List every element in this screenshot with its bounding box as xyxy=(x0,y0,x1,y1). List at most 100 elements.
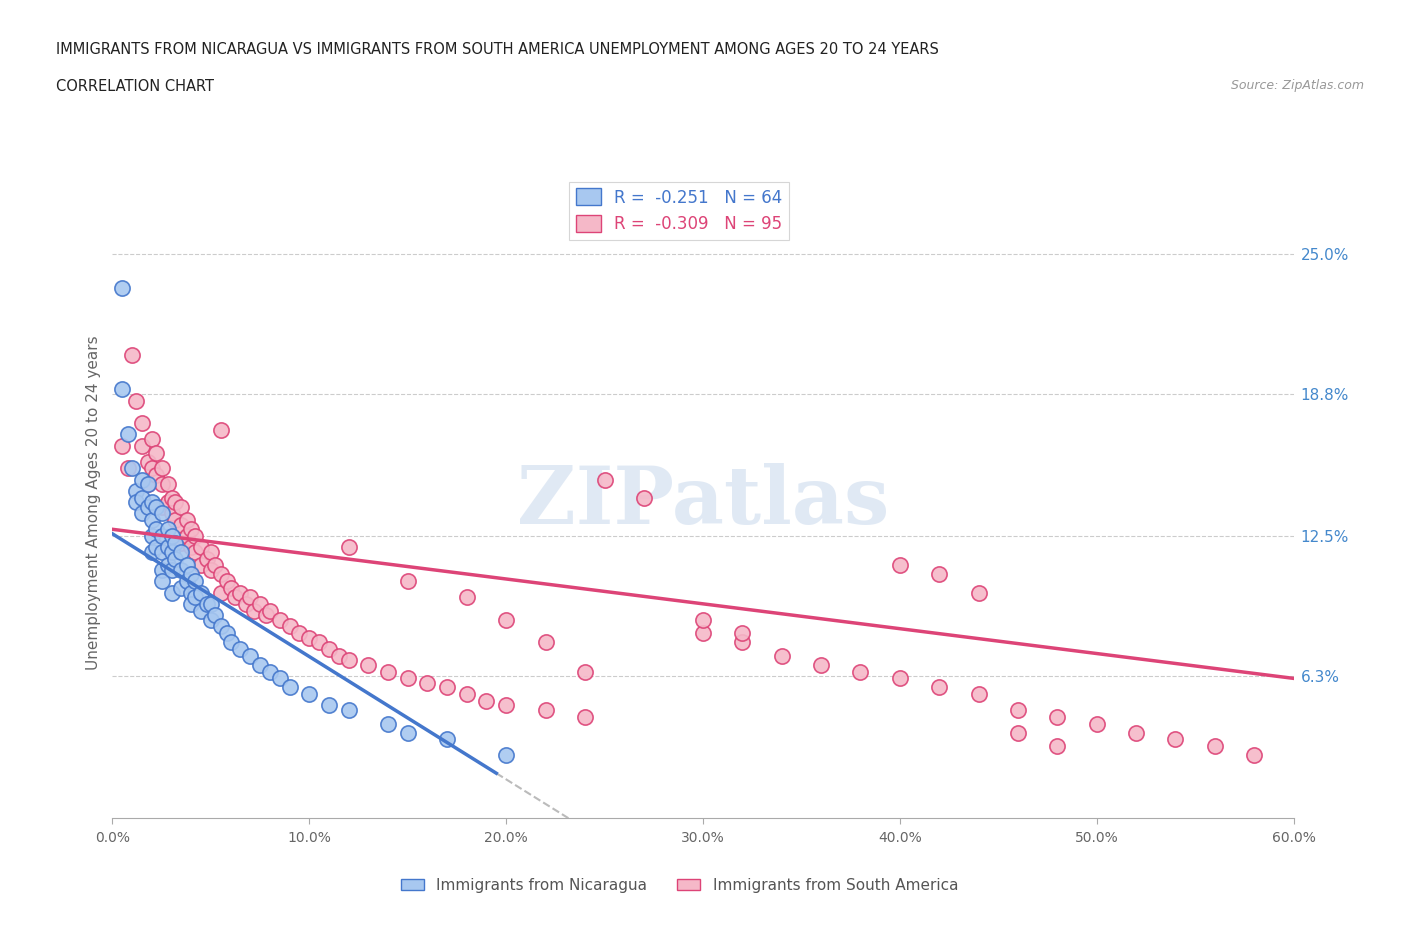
Text: IMMIGRANTS FROM NICARAGUA VS IMMIGRANTS FROM SOUTH AMERICA UNEMPLOYMENT AMONG AG: IMMIGRANTS FROM NICARAGUA VS IMMIGRANTS … xyxy=(56,42,939,57)
Point xyxy=(209,585,232,600)
Point xyxy=(121,348,143,363)
Point xyxy=(204,558,226,573)
Point xyxy=(229,585,252,600)
Point xyxy=(184,590,207,604)
Point xyxy=(495,698,517,713)
Point xyxy=(165,551,187,566)
Point xyxy=(254,607,277,622)
Point xyxy=(150,544,173,559)
Point xyxy=(308,635,330,650)
Text: Source: ZipAtlas.com: Source: ZipAtlas.com xyxy=(1230,79,1364,92)
Point xyxy=(1046,710,1069,724)
Point xyxy=(692,612,714,627)
Point xyxy=(200,596,222,611)
Point xyxy=(160,563,183,578)
Point xyxy=(170,563,193,578)
Point xyxy=(170,544,193,559)
Legend: Immigrants from Nicaragua, Immigrants from South America: Immigrants from Nicaragua, Immigrants fr… xyxy=(395,872,965,899)
Point xyxy=(150,528,173,543)
Point xyxy=(170,536,193,551)
Point xyxy=(239,648,262,663)
Point xyxy=(495,748,517,763)
Point xyxy=(141,544,163,559)
Point xyxy=(180,567,202,582)
Point xyxy=(117,427,139,442)
Point xyxy=(229,642,252,657)
Point xyxy=(1204,738,1226,753)
Point xyxy=(770,648,793,663)
Point xyxy=(574,664,596,679)
Point xyxy=(125,484,148,498)
Point xyxy=(889,558,911,573)
Point xyxy=(396,725,419,740)
Point xyxy=(243,604,266,618)
Point xyxy=(269,671,291,685)
Point xyxy=(436,680,458,695)
Point xyxy=(200,612,222,627)
Point xyxy=(176,574,198,589)
Point xyxy=(269,612,291,627)
Point xyxy=(165,512,187,527)
Point xyxy=(156,540,179,555)
Point xyxy=(160,585,183,600)
Point xyxy=(593,472,616,487)
Text: ZIPatlas: ZIPatlas xyxy=(517,463,889,541)
Point xyxy=(337,653,360,668)
Point xyxy=(200,544,222,559)
Point xyxy=(456,686,478,701)
Point xyxy=(145,499,167,514)
Point xyxy=(190,558,212,573)
Point xyxy=(136,477,159,492)
Point xyxy=(928,680,950,695)
Point xyxy=(145,522,167,537)
Point xyxy=(150,506,173,521)
Point xyxy=(239,590,262,604)
Point xyxy=(176,558,198,573)
Point xyxy=(318,698,340,713)
Point xyxy=(249,658,271,672)
Point xyxy=(731,626,754,641)
Point xyxy=(810,658,832,672)
Point xyxy=(534,702,557,717)
Point xyxy=(145,445,167,460)
Text: CORRELATION CHART: CORRELATION CHART xyxy=(56,79,214,94)
Point xyxy=(377,664,399,679)
Point xyxy=(141,461,163,476)
Point xyxy=(156,522,179,537)
Point xyxy=(436,732,458,747)
Point xyxy=(209,567,232,582)
Point xyxy=(131,506,153,521)
Point xyxy=(176,528,198,543)
Point xyxy=(209,422,232,437)
Point xyxy=(1085,716,1108,731)
Point xyxy=(249,596,271,611)
Point xyxy=(141,512,163,527)
Point xyxy=(141,432,163,446)
Point xyxy=(357,658,380,672)
Point xyxy=(416,675,439,690)
Point xyxy=(298,686,321,701)
Point xyxy=(288,626,311,641)
Point xyxy=(475,694,498,709)
Point xyxy=(136,454,159,469)
Point xyxy=(337,702,360,717)
Point xyxy=(111,280,134,295)
Point xyxy=(1125,725,1147,740)
Point xyxy=(180,522,202,537)
Point xyxy=(156,558,179,573)
Point xyxy=(145,540,167,555)
Point xyxy=(141,495,163,510)
Point xyxy=(967,585,990,600)
Point xyxy=(184,544,207,559)
Point xyxy=(1007,725,1029,740)
Point xyxy=(209,619,232,634)
Point xyxy=(967,686,990,701)
Point xyxy=(195,551,218,566)
Point xyxy=(184,574,207,589)
Point xyxy=(184,528,207,543)
Point xyxy=(131,416,153,431)
Point xyxy=(170,499,193,514)
Point xyxy=(195,596,218,611)
Point xyxy=(259,664,281,679)
Point xyxy=(190,585,212,600)
